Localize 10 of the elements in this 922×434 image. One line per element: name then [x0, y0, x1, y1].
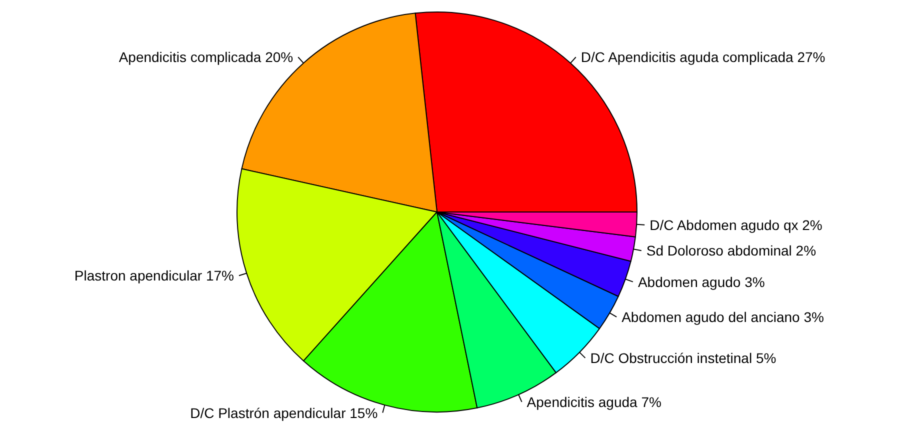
slice-label: Apendicitis aguda 7%: [526, 394, 662, 410]
slice-label: D/C Plastrón apendicular 15%: [190, 404, 378, 421]
slice-label: D/C Apendicitis aguda complicada 27%: [580, 49, 826, 66]
slice-label: D/C Obstrucción instetinal 5%: [590, 350, 776, 366]
slice-label: Sd Doloroso abdominal 2%: [646, 242, 816, 259]
slice-label: Abdomen agudo 3%: [638, 274, 765, 290]
slice-label: D/C Abdomen agudo qx 2%: [650, 216, 822, 233]
slice-label: Plastron apendicular 17%: [74, 268, 234, 284]
slice-label: Apendicitis complicada 20%: [118, 49, 294, 66]
slice-label: Abdomen agudo del anciano 3%: [622, 308, 824, 325]
